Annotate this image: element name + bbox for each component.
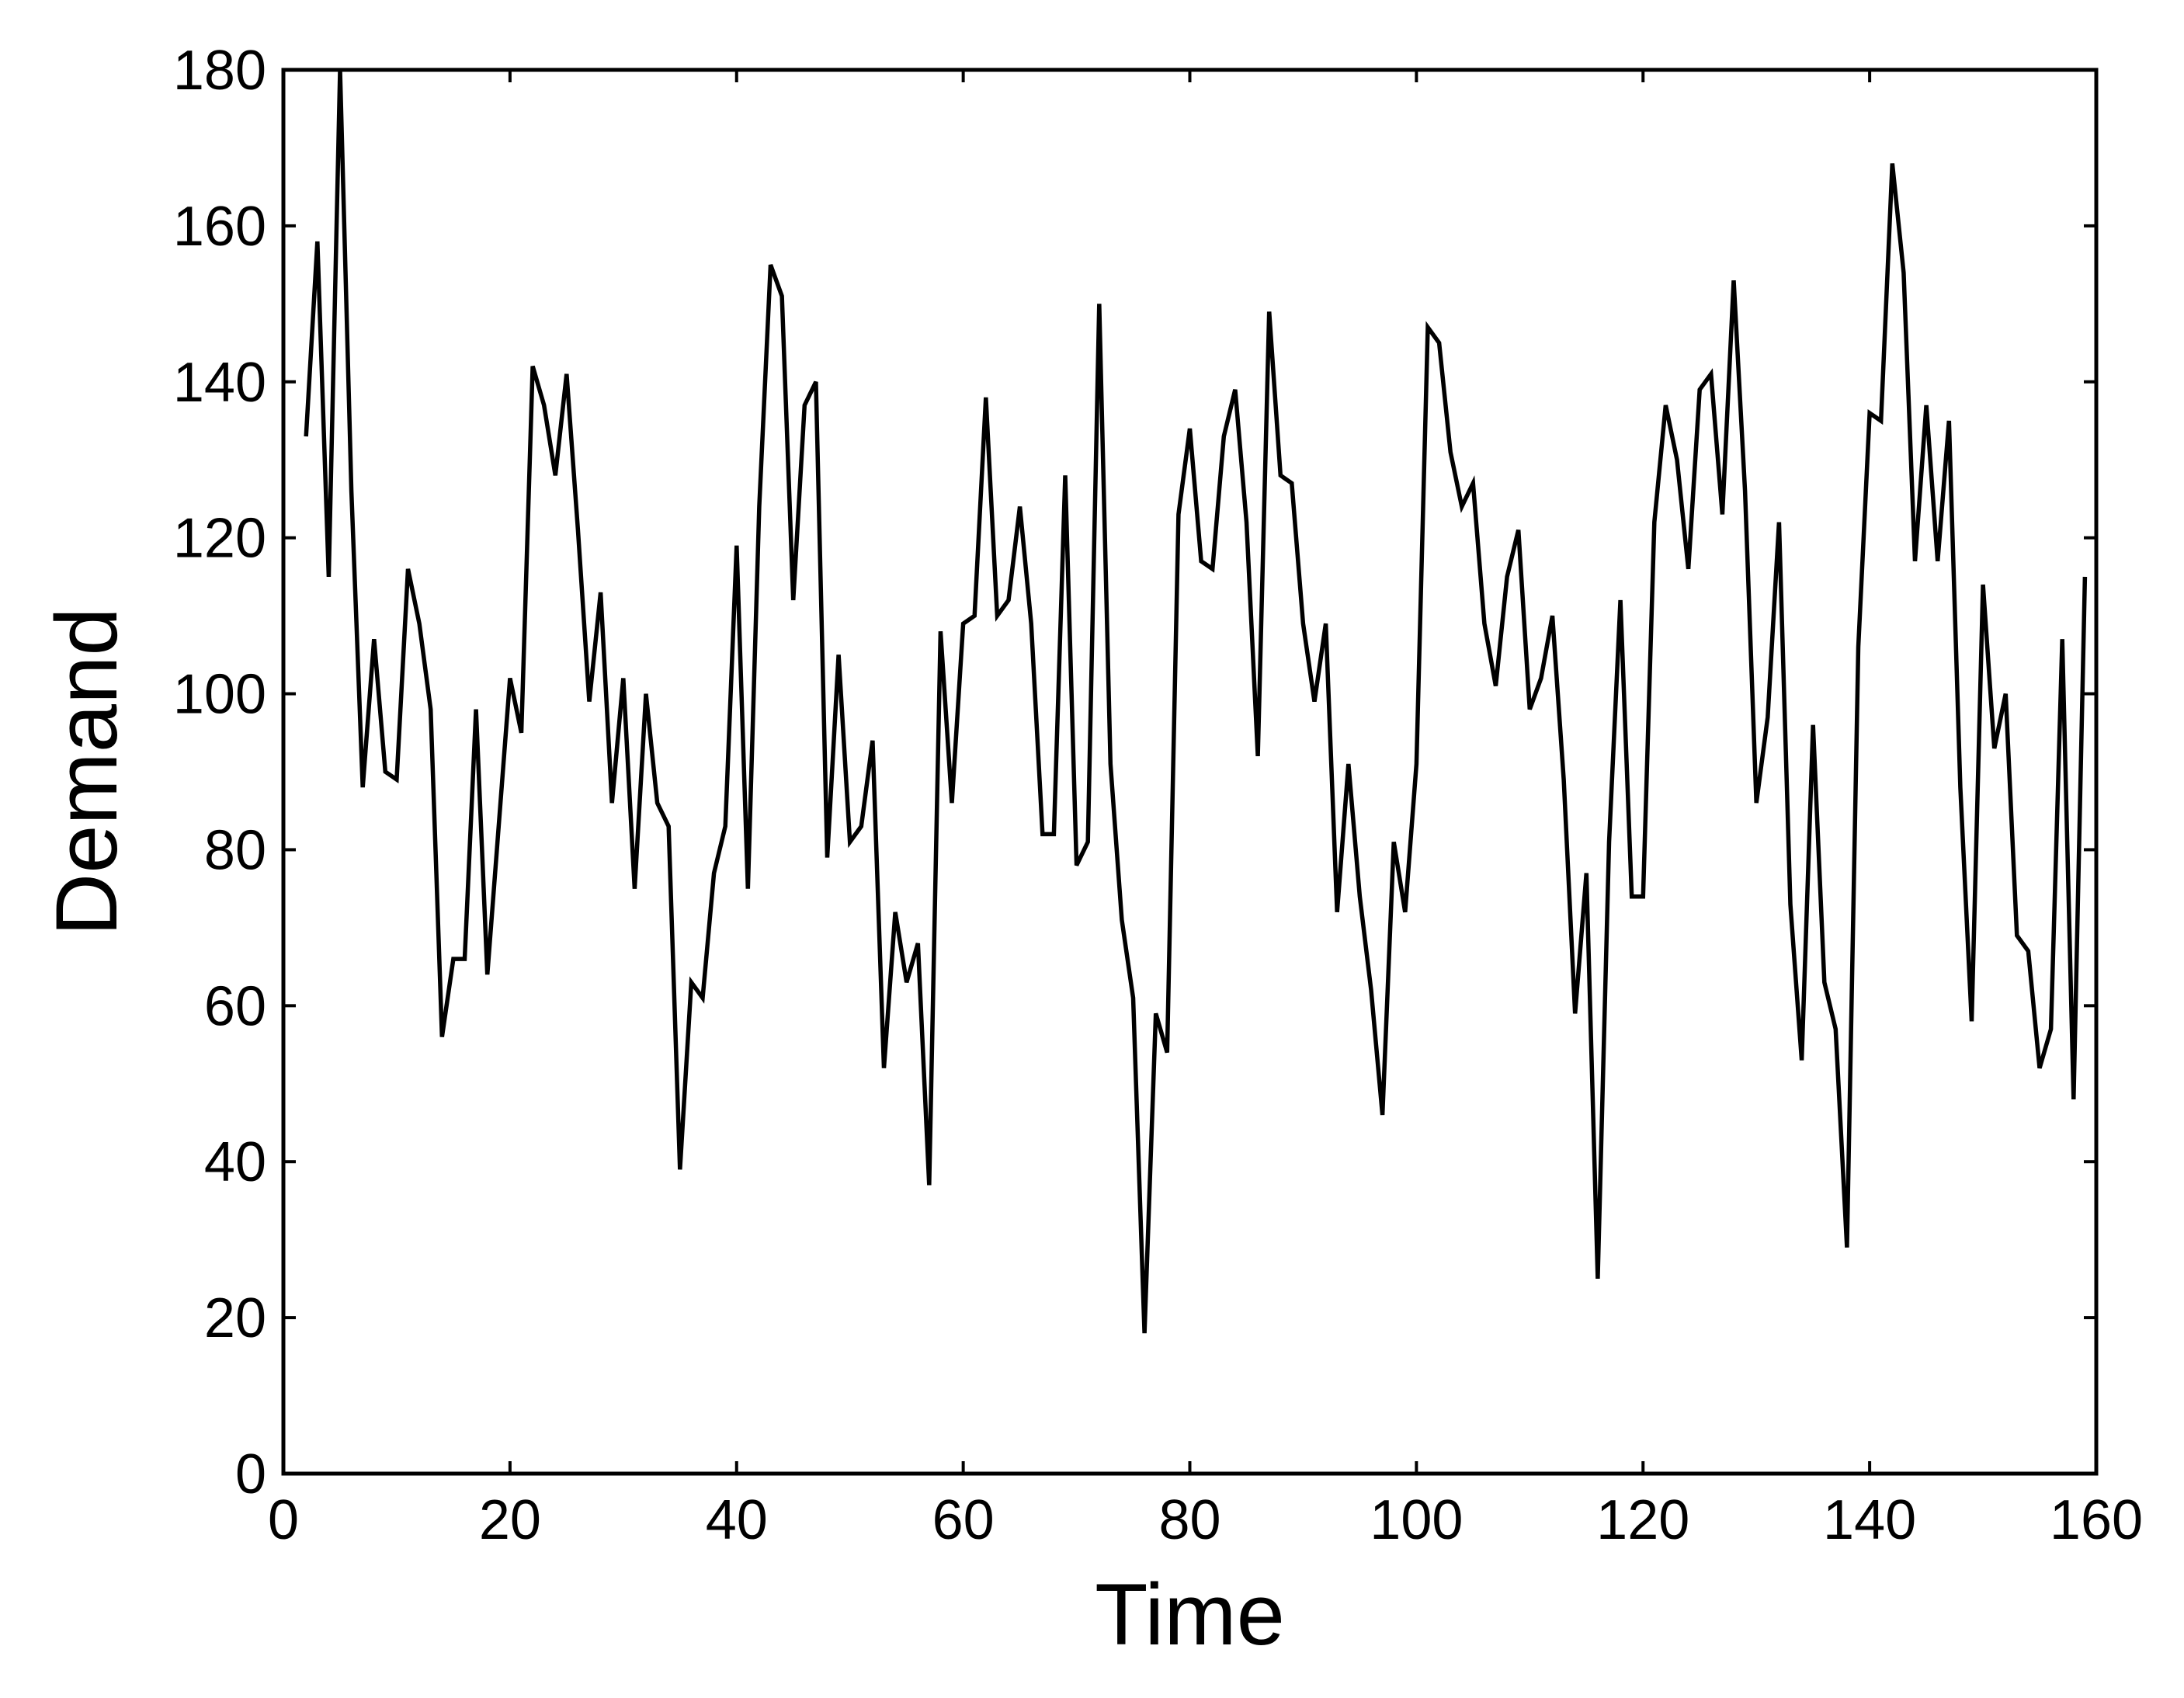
x-tick-label: 100 [1370,1489,1463,1551]
y-tick-label: 0 [235,1443,266,1505]
x-tick-label: 60 [932,1489,995,1551]
x-tick-label: 120 [1596,1489,1689,1551]
y-tick-label: 60 [204,975,266,1037]
x-tick-label: 80 [1158,1489,1220,1551]
x-tick-label: 140 [1823,1489,1916,1551]
x-tick-label: 40 [706,1489,768,1551]
y-axis-label: Demand [38,607,135,936]
y-tick-label: 40 [204,1131,266,1193]
axis-ticks [282,68,2098,1475]
x-axis-label: Time [1095,1566,1285,1663]
demand-series-line [304,69,2088,1334]
y-tick-label: 20 [204,1287,266,1349]
x-tick-label: 0 [268,1489,299,1551]
y-tick-label: 120 [173,508,266,570]
x-tick-label: 20 [479,1489,541,1551]
y-tick-label: 180 [173,40,266,102]
x-tick-label: 160 [2050,1489,2143,1551]
y-tick-label: 80 [204,819,266,881]
y-tick-label: 140 [173,352,266,414]
y-tick-label: 100 [173,664,266,726]
plot-frame [281,68,2099,1476]
y-tick-label: 160 [173,196,266,258]
tick-labels: 0 20 40 60 80 100 120 140 160 0 20 40 60 80 100 120 140 1… [173,40,2143,1551]
